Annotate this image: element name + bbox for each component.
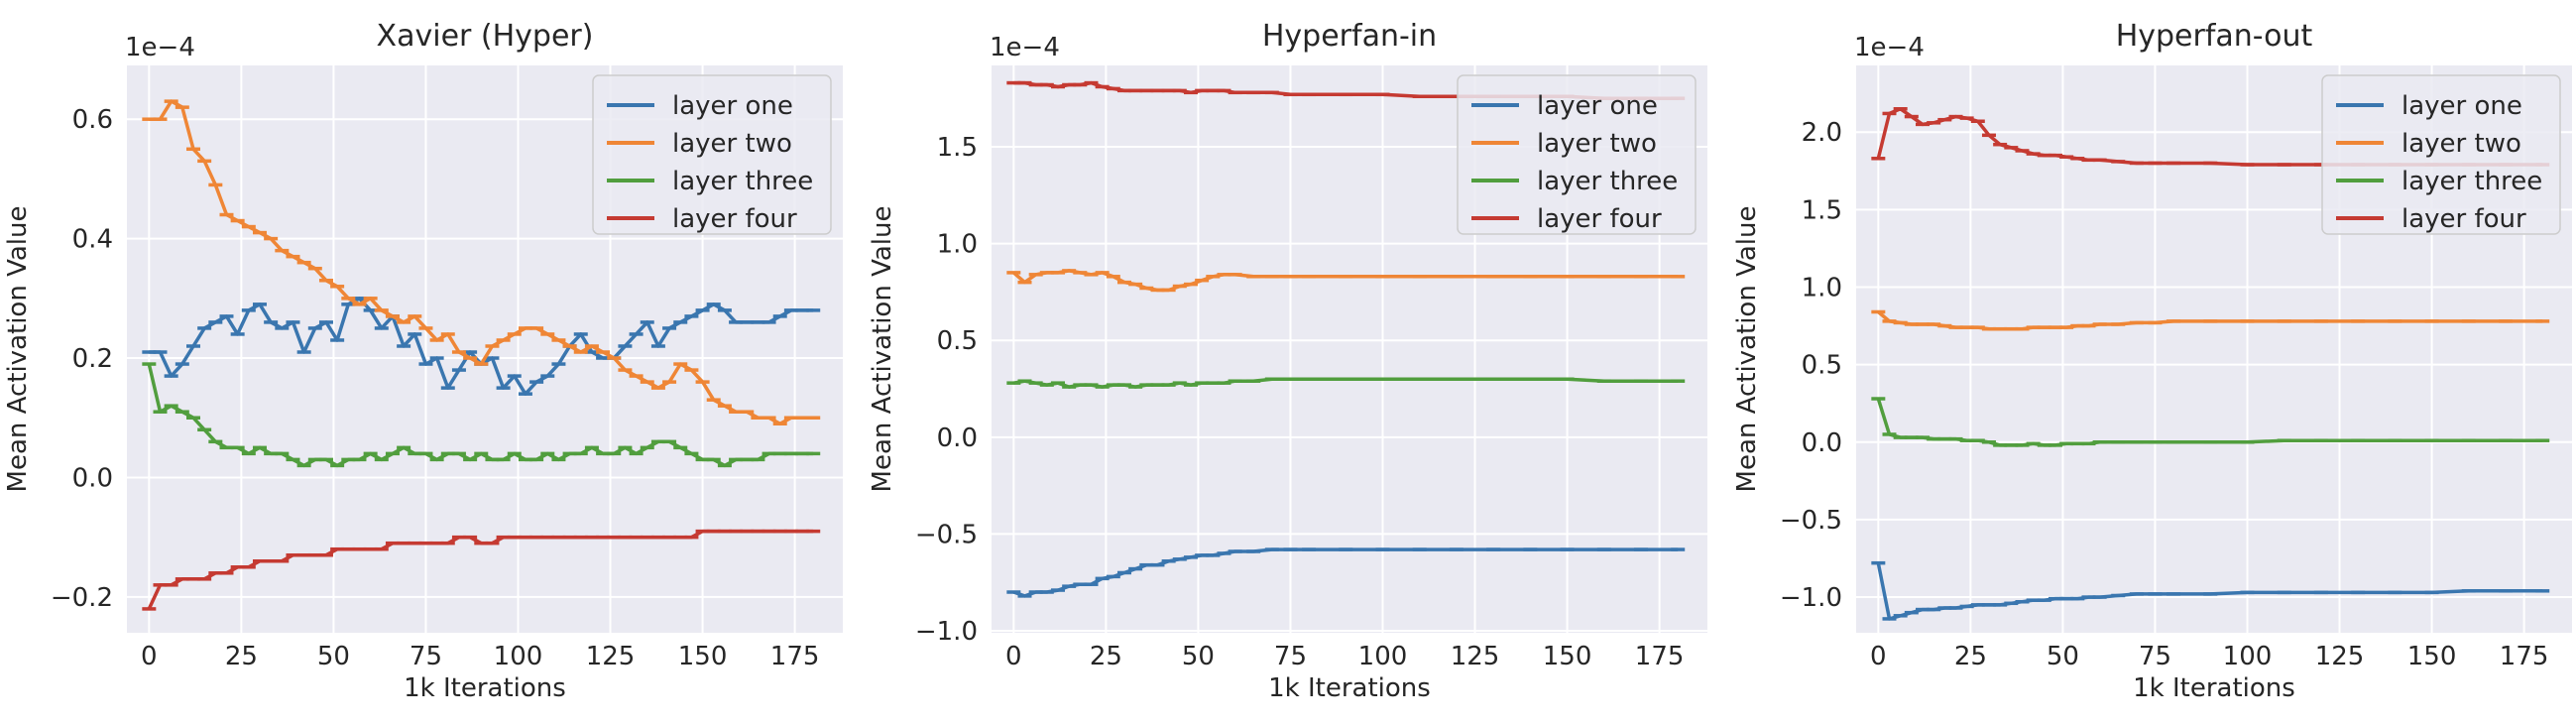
x-tick-label: 25 bbox=[225, 642, 258, 671]
legend-label: layer four bbox=[672, 204, 797, 234]
x-axis-label: 1k Iterations bbox=[1268, 673, 1431, 703]
x-tick-label: 175 bbox=[2500, 642, 2549, 671]
y-tick-label: 0.6 bbox=[72, 105, 113, 135]
x-tick-label: 50 bbox=[1182, 642, 1215, 671]
x-tick-label: 100 bbox=[1358, 642, 1408, 671]
series-layer-four bbox=[142, 529, 821, 611]
legend: layer one layer two layer three layer four bbox=[2321, 74, 2561, 235]
y-tick-label: −1.0 bbox=[1780, 583, 1842, 613]
x-tick-label: 125 bbox=[2315, 642, 2365, 671]
chart-title: Hyperfan-out bbox=[2116, 19, 2313, 54]
legend: layer one layer two layer three layer four bbox=[1457, 74, 1697, 235]
series-layer-two bbox=[1871, 309, 2550, 331]
series-layer-three bbox=[142, 362, 821, 468]
x-tick-label: 0 bbox=[141, 642, 158, 671]
subplot-2: 0 25 50 75 100 125 150 175 −1.0 −0.5 0.0 0.5 1.0 1.5 H… bbox=[868, 19, 1707, 703]
y-tick-label: −0.2 bbox=[51, 583, 113, 613]
y-tick-label: −0.5 bbox=[1780, 506, 1842, 536]
y-tick-label: 0.0 bbox=[72, 463, 113, 493]
series-layer-three bbox=[1871, 397, 2550, 447]
series-layer-three bbox=[1006, 377, 1686, 389]
x-tick-label: 150 bbox=[2407, 642, 2457, 671]
x-tick-label: 0 bbox=[1870, 642, 1887, 671]
y-axis-label: Mean Activation Value bbox=[1732, 206, 1762, 493]
y-tick-label: 1.0 bbox=[1802, 273, 1842, 302]
y-tick-label: 0.0 bbox=[937, 424, 978, 453]
legend-box bbox=[1457, 74, 1697, 235]
legend-label: layer one bbox=[2401, 91, 2522, 121]
x-tick-label: 100 bbox=[2223, 642, 2273, 671]
x-tick-label: 75 bbox=[410, 642, 442, 671]
legend-label: layer two bbox=[1537, 129, 1657, 159]
x-axis-label: 1k Iterations bbox=[404, 673, 566, 703]
x-tick-label: 175 bbox=[770, 642, 820, 671]
y-tick-label: 0.5 bbox=[1802, 351, 1842, 381]
series-layer-one bbox=[1006, 547, 1686, 598]
y-tick-label: 0.5 bbox=[937, 326, 978, 356]
series-layer-one bbox=[1871, 560, 2550, 621]
y-scale-note: 1e−4 bbox=[125, 33, 195, 62]
y-tick-label: 2.0 bbox=[1802, 118, 1842, 148]
y-axis-label: Mean Activation Value bbox=[868, 206, 897, 493]
y-tick-label: 1.5 bbox=[937, 133, 978, 163]
subplot-1: 0 25 50 75 100 125 150 175 −0.2 0.0 0.2 0.4 0.6 Xavie… bbox=[3, 19, 843, 703]
x-tick-label: 50 bbox=[317, 642, 350, 671]
y-axis-label: Mean Activation Value bbox=[3, 206, 33, 493]
legend-box bbox=[2321, 74, 2561, 235]
series-layer-two bbox=[142, 99, 821, 426]
x-tick-label: 150 bbox=[678, 642, 728, 671]
legend-label: layer three bbox=[672, 167, 813, 196]
x-tick-label: 175 bbox=[1635, 642, 1685, 671]
x-tick-label: 100 bbox=[494, 642, 543, 671]
y-tick-label: 0.0 bbox=[1802, 428, 1842, 458]
legend-label: layer four bbox=[2401, 204, 2526, 234]
y-tick-label: 0.4 bbox=[72, 225, 113, 255]
chart-title: Hyperfan-in bbox=[1262, 19, 1437, 54]
subplot-3: 0 25 50 75 100 125 150 175 −1.0 −0.5 0.0 0.5 1.0 1.5 2… bbox=[1732, 19, 2572, 703]
legend-label: layer one bbox=[1537, 91, 1658, 121]
legend-label: layer four bbox=[1537, 204, 1662, 234]
legend-label: layer three bbox=[2401, 167, 2542, 196]
legend-label: layer one bbox=[672, 91, 793, 121]
x-tick-label: 125 bbox=[586, 642, 636, 671]
legend-label: layer two bbox=[2401, 129, 2521, 159]
legend-box bbox=[592, 74, 832, 235]
x-tick-label: 50 bbox=[2047, 642, 2079, 671]
x-tick-label: 25 bbox=[1090, 642, 1122, 671]
y-tick-label: 0.2 bbox=[72, 344, 113, 374]
x-tick-label: 75 bbox=[2139, 642, 2171, 671]
y-scale-note: 1e−4 bbox=[1854, 33, 1925, 62]
chart-title: Xavier (Hyper) bbox=[377, 19, 594, 54]
x-tick-label: 0 bbox=[1005, 642, 1022, 671]
y-tick-label: 1.0 bbox=[937, 230, 978, 260]
legend-label: layer three bbox=[1537, 167, 1678, 196]
legend: layer one layer two layer three layer four bbox=[592, 74, 832, 235]
series-layer-two bbox=[1006, 269, 1686, 293]
x-tick-label: 75 bbox=[1274, 642, 1307, 671]
x-tick-label: 125 bbox=[1451, 642, 1500, 671]
y-tick-label: −0.5 bbox=[915, 520, 978, 549]
y-tick-label: 1.5 bbox=[1802, 195, 1842, 225]
legend-label: layer two bbox=[672, 129, 792, 159]
y-scale-note: 1e−4 bbox=[990, 33, 1060, 62]
x-axis-label: 1k Iterations bbox=[2133, 673, 2295, 703]
x-tick-label: 25 bbox=[1954, 642, 1987, 671]
x-tick-label: 150 bbox=[1543, 642, 1592, 671]
y-tick-label: −1.0 bbox=[915, 617, 978, 647]
